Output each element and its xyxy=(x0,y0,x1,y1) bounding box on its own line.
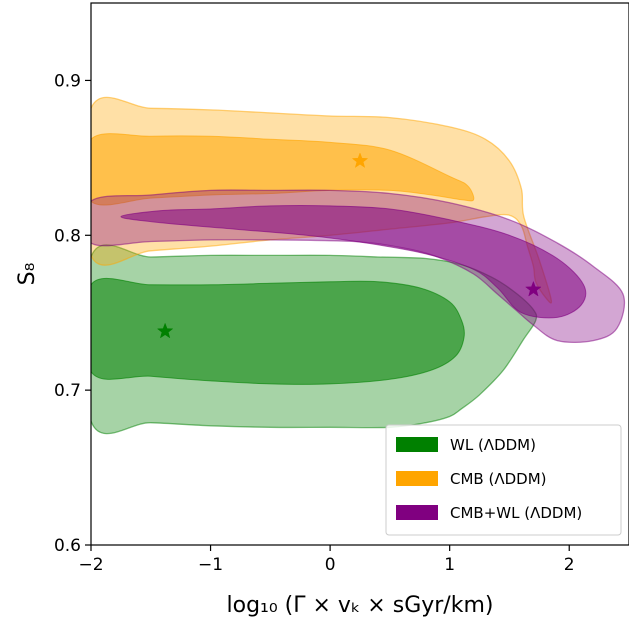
plot-frame xyxy=(90,2,629,546)
legend-label-cmb: CMB (ΛDDM) xyxy=(450,470,546,488)
contour-layer xyxy=(91,96,626,435)
legend-swatch-wl xyxy=(396,437,438,452)
axes xyxy=(90,2,629,546)
cmb-wl-contour-68 xyxy=(120,204,587,319)
cmb-best-fit-star xyxy=(351,152,369,168)
legend: WL (ΛDDM) CMB (ΛDDM) CMB+WL (ΛDDM) xyxy=(385,424,622,536)
legend-label-cmb-wl: CMB+WL (ΛDDM) xyxy=(450,504,582,522)
y-axis-label: S₈ xyxy=(15,262,40,285)
x-tick-label: −2 xyxy=(78,555,103,575)
wl-contour-68 xyxy=(91,277,465,385)
x-tick-label: −1 xyxy=(198,555,223,575)
y-tick-label: 0.7 xyxy=(54,381,81,401)
x-tick-label: 0 xyxy=(325,555,336,575)
legend-swatch-cmb xyxy=(396,471,438,486)
cmb-wl-best-fit-star xyxy=(525,280,542,297)
legend-box xyxy=(385,424,622,536)
cmb-contour-68 xyxy=(91,133,475,206)
y-tick-label: 0.9 xyxy=(54,71,81,91)
wl-best-fit-star xyxy=(156,322,174,339)
legend-label-wl: WL (ΛDDM) xyxy=(450,436,536,454)
x-tick-label: 1 xyxy=(444,555,455,575)
x-axis-label: log₁₀ (Γ × vₖ × sGyr/km) xyxy=(227,593,494,618)
best-fit-markers xyxy=(156,152,542,339)
y-tick-label: 0.6 xyxy=(54,536,81,556)
x-tick-label: 2 xyxy=(564,555,575,575)
ticks: −2 −1 0 1 2 0.6 0.7 0.8 0.9 xyxy=(54,71,575,575)
legend-swatch-cmb-wl xyxy=(396,505,438,520)
y-tick-label: 0.8 xyxy=(54,226,81,246)
